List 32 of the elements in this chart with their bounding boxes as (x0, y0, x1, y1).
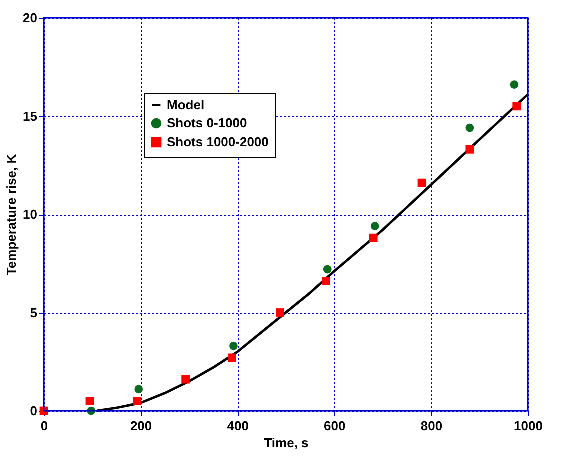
y-tick-label: 10 (23, 207, 38, 222)
x-tick-label: 200 (130, 418, 152, 434)
x-tick-label: 1000 (514, 418, 543, 434)
x-tick-label: 600 (324, 418, 346, 434)
point (510, 80, 519, 89)
point (323, 265, 332, 274)
point (86, 396, 94, 406)
point (230, 342, 238, 350)
y-tick-label: 0 (30, 404, 38, 418)
y-tick-label: 5 (30, 305, 38, 320)
x-axis-title: Time, s (264, 436, 309, 450)
x-tick-label: 0 (40, 418, 48, 434)
point (512, 102, 522, 111)
point (228, 354, 236, 362)
point (466, 145, 474, 154)
point (182, 375, 190, 384)
point (370, 222, 380, 230)
point (369, 234, 378, 242)
point (134, 385, 144, 394)
y-axis-title: Temperature rise, K (4, 154, 20, 276)
y-tick-label: 20 (23, 10, 38, 26)
legend-label: Shots 0-1000 (167, 116, 248, 130)
x-tick-label: 800 (420, 418, 443, 434)
point (466, 124, 474, 132)
y-tick-label: 15 (23, 108, 38, 124)
point (276, 308, 284, 317)
point (322, 277, 330, 286)
legend-label: Model (167, 98, 205, 112)
line-series (96, 93, 530, 412)
point (133, 396, 142, 406)
x-tick-label: 400 (227, 418, 249, 434)
legend-label: Shots 1000-2000 (167, 134, 269, 150)
